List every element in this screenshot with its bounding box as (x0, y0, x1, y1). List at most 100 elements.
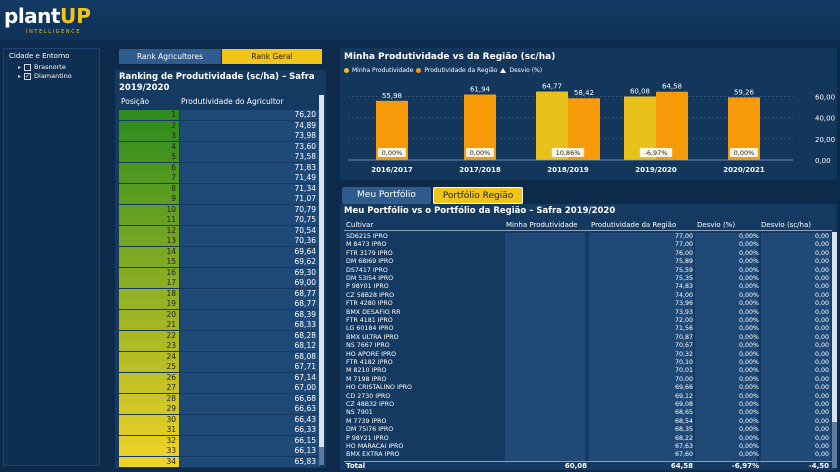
cell-region: 75,89 (674, 258, 693, 266)
cell-cultivar: CD 2730 IPRO (346, 392, 391, 400)
slicer-item-diamantino[interactable]: ▸ ✓ Diamantino (18, 72, 72, 80)
col-prod-regiao[interactable]: Produtividade da Região (591, 221, 677, 229)
ranking-panel: Ranking de Produtividade (sc/ha) – Safra… (115, 70, 326, 468)
table-row: 27 67,00 (119, 383, 320, 393)
table-row: 20 68,39 (119, 309, 320, 320)
rank-value: 71,34 (180, 183, 320, 194)
cell-dev-pct: 0,00% (738, 333, 759, 341)
cell-cultivar: FTR 4181 IPRO (346, 317, 393, 324)
legend-triangle-icon (500, 68, 507, 73)
rank-position: 34 (119, 456, 179, 467)
cell-dev-pct: 0,00% (738, 375, 759, 383)
cell-region: 69,12 (674, 392, 693, 400)
rank-position: 31 (119, 425, 179, 435)
portfolio-scrollbar[interactable] (832, 232, 837, 468)
column-bg (589, 233, 693, 461)
table-row: FTR 4181 IPRO 72,00 0,00% 0,00 (344, 317, 832, 325)
ranking-scrollbar[interactable] (319, 95, 324, 465)
rank-value: 68,28 (180, 330, 320, 341)
city-slicer: Cidade e Entorno ▸ Brasnorte ▸ ✓ Diamant… (3, 48, 100, 466)
rank-value: 69,30 (180, 267, 320, 278)
table-row: 16 69,30 (119, 267, 320, 278)
rank-position: 8 (119, 183, 179, 194)
cell-dev-sc: 0,00 (814, 241, 829, 249)
rank-geral-button[interactable]: Rank Geral (222, 49, 322, 64)
rank-agricultores-button[interactable]: Rank Agricultores (119, 49, 221, 64)
tab-meu-portfolio[interactable]: Meu Portfólio (342, 187, 431, 204)
rank-position: 25 (119, 362, 179, 372)
rank-position: 29 (119, 404, 179, 414)
deviation-badge (551, 148, 585, 157)
cell-region: 76,00 (674, 249, 693, 257)
rank-value: 70,75 (180, 215, 320, 225)
rank-value: 73,60 (180, 141, 320, 152)
rank-position: 17 (119, 278, 179, 288)
legend-region: Produtividade da Região (424, 67, 498, 74)
rank-position: 3 (119, 131, 179, 141)
rank-value: 70,36 (180, 236, 320, 246)
checkbox-brasnorte[interactable] (24, 63, 32, 71)
cell-dev-pct: 0,00% (738, 283, 759, 291)
table-row: 17 69,00 (119, 278, 320, 288)
bar-label-region: 58,42 (574, 89, 594, 97)
chevron-right-icon[interactable]: ▸ (18, 63, 22, 71)
table-row: NS 7901 68,65 0,00% 0,00 (344, 409, 832, 417)
cell-region: 74,83 (674, 283, 693, 291)
logo-plant: plant (4, 4, 60, 28)
table-row: DM 53I54 IPRO 75,35 0,00% 0,00 (344, 275, 832, 283)
table-row: SD6215 IPRO 77,00 0,00% 0,00 (344, 233, 832, 241)
logo-up: UP (59, 4, 91, 28)
rank-value: 69,00 (180, 278, 320, 288)
scrollbar-thumb[interactable] (832, 232, 837, 422)
rank-position: 26 (119, 372, 179, 383)
rank-value: 68,39 (180, 309, 320, 320)
cell-cultivar: HO MARACAI IPRO (346, 443, 404, 450)
cell-dev-sc: 0,00 (814, 291, 829, 299)
table-row: DM 75I76 IPRO 68,35 0,00% 0,00 (344, 426, 832, 434)
logo-tagline: INTELLIGENCE (26, 29, 82, 35)
cell-dev-sc: 0,00 (814, 409, 829, 417)
table-row: 19 68,77 (119, 299, 320, 309)
table-row: FTR 4280 IPRO 73,96 0,00% 0,00 (344, 300, 832, 308)
cell-dev-sc: 0,00 (814, 451, 829, 459)
table-row: 2 74,89 (119, 120, 320, 131)
cell-region: 68,35 (674, 426, 693, 434)
cell-cultivar: HO CRISTALINO IPRO (346, 384, 413, 392)
table-row: BMX ULTRA IPRO 70,87 0,00% 0,00 (344, 334, 832, 342)
rank-position: 2 (119, 120, 179, 131)
col-posicao[interactable]: Posição (121, 97, 150, 106)
col-desvio-pct[interactable]: Desvio (%) (697, 221, 736, 229)
legend-dot-icon (416, 68, 422, 73)
bar-label-region: 61,94 (470, 86, 491, 94)
col-produtividade[interactable]: Produtividade do Agricultor (181, 97, 284, 106)
tab-portfolio-regiao[interactable]: Portfólio Região (433, 187, 523, 204)
scrollbar-thumb[interactable] (319, 95, 324, 447)
rank-value: 66,33 (180, 425, 320, 435)
cell-dev-sc: 0,00 (814, 384, 829, 392)
col-minha-prod[interactable]: Minha Produtividade (506, 221, 578, 229)
cell-dev-sc: 0,00 (814, 283, 829, 291)
slicer-item-brasnorte[interactable]: ▸ Brasnorte (18, 63, 66, 71)
rank-position: 15 (119, 257, 179, 267)
cell-region: 73,93 (674, 308, 693, 316)
slicer-item-label: Brasnorte (34, 63, 66, 71)
col-desvio-sc[interactable]: Desvio (sc/ha) (761, 221, 811, 229)
cell-dev-sc: 0,00 (814, 266, 829, 274)
x-tick-label: 2017/2018 (459, 166, 501, 174)
total-label: Total (346, 462, 366, 470)
checkbox-diamantino[interactable]: ✓ (24, 72, 32, 80)
chevron-right-icon[interactable]: ▸ (18, 72, 22, 80)
cell-dev-pct: 0,00% (738, 434, 759, 442)
cell-cultivar: LG 60184 IPRO (346, 325, 394, 333)
deviation-label: 0,00% (470, 149, 491, 157)
col-cultivar[interactable]: Cultivar (346, 221, 374, 229)
deviation-label: -6,97% (645, 149, 668, 157)
cell-dev-pct: 0,00% (738, 451, 759, 459)
rank-value: 66,13 (180, 446, 320, 456)
cell-region: 70,32 (674, 350, 693, 358)
rank-position: 22 (119, 330, 179, 341)
rank-value: 69,62 (180, 257, 320, 267)
cell-dev-sc: 0,00 (814, 275, 829, 282)
ranking-title: Ranking de Produtividade (sc/ha) – Safra… (119, 72, 315, 93)
rank-position: 23 (119, 341, 179, 351)
